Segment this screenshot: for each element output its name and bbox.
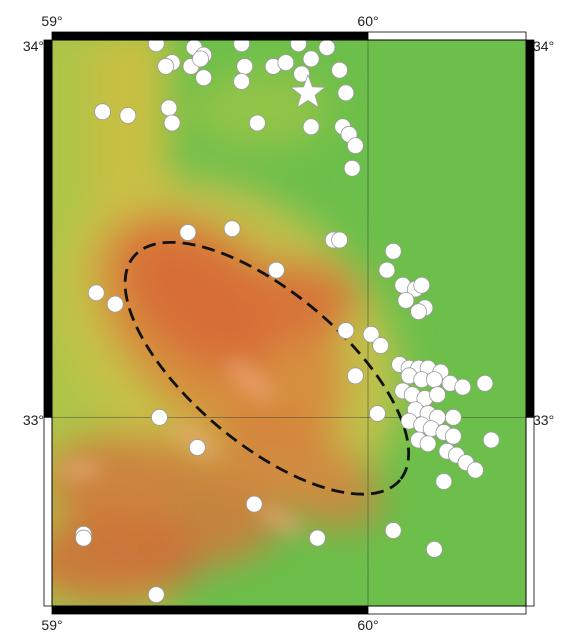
mainshock-layer (289, 73, 327, 109)
frame-segment-top (367, 31, 527, 41)
frame-segment-right (525, 39, 535, 418)
earthquake-marker (444, 427, 462, 445)
map-frame (43, 31, 535, 615)
earthquake-marker (429, 386, 446, 404)
earthquake-marker (179, 224, 197, 241)
earthquake-marker (318, 40, 336, 56)
earthquake-marker (119, 107, 137, 124)
tick-bottom-1: 60° (357, 617, 378, 633)
earthquake-marker (425, 541, 443, 558)
earthquake-marker (467, 461, 484, 479)
earthquake-marker (454, 378, 472, 396)
earthquake-marker (369, 405, 386, 422)
earthquake-marker (410, 303, 427, 321)
tick-top-0: 59° (41, 13, 62, 29)
earthquake-marker (343, 159, 361, 177)
frame-segment-bottom (51, 605, 369, 615)
earthquake-marker (302, 118, 320, 136)
earthquake-marker (293, 65, 311, 83)
earthquake-marker (233, 40, 250, 53)
earthquake-marker (372, 337, 390, 355)
earthquake-marker (482, 431, 500, 449)
aftershock-zone-ellipse (123, 240, 411, 496)
earthquake-marker (94, 103, 111, 121)
earthquake-marker (195, 69, 213, 87)
earthquake-marker (87, 284, 105, 302)
frame-segment-left (43, 416, 53, 607)
mainshock-star-icon (289, 73, 327, 109)
earthquake-marker (147, 586, 165, 604)
earthquake-marker (157, 58, 175, 75)
earthquake-marker (245, 495, 263, 513)
earthquake-marker (331, 231, 348, 249)
earthquake-marker (309, 529, 326, 547)
earthquake-marker (236, 58, 254, 75)
earthquake-marker (476, 374, 494, 392)
earthquake-marker (302, 50, 320, 68)
frame-segment-left (43, 39, 53, 418)
frame-segment-right (525, 416, 535, 607)
tick-left-1: 33° (23, 412, 44, 428)
earthquake-marker (419, 435, 437, 453)
earthquake-marker (151, 408, 168, 426)
earthquake-marker (267, 261, 285, 279)
frame-segment-top (51, 31, 369, 41)
earthquake-marker (233, 73, 251, 90)
earthquake-marker (75, 529, 92, 547)
plot-border (51, 39, 527, 607)
earthquake-marker (160, 99, 178, 117)
earthquake-marker (248, 114, 266, 132)
earthquake-marker (362, 325, 380, 343)
earthquake-marker (163, 114, 181, 132)
frame-segment-bottom (367, 605, 527, 615)
earthquake-marker (378, 261, 396, 279)
earthquake-marker (188, 439, 206, 456)
tick-right-1: 33° (533, 412, 554, 428)
earthquake-marker (397, 291, 415, 309)
tick-right-0: 34° (533, 38, 554, 54)
tick-bottom-0: 59° (41, 617, 62, 633)
earthquake-marker (425, 371, 443, 389)
earthquake-marker (337, 322, 355, 339)
earthquake-marker (277, 54, 295, 72)
earthquake-layer (75, 40, 500, 604)
earthquake-marker (337, 84, 355, 102)
earthquake-marker (444, 408, 462, 426)
earthquake-marker (192, 50, 209, 68)
earthquake-marker (413, 276, 431, 294)
earthquake-marker (106, 295, 124, 313)
ellipse-layer (123, 240, 411, 496)
earthquake-marker (290, 40, 307, 53)
tick-top-1: 60° (357, 13, 378, 29)
earthquake-marker (346, 367, 364, 385)
earthquake-marker (147, 40, 165, 53)
tick-left-0: 34° (23, 38, 44, 54)
earthquake-marker (384, 242, 402, 260)
earthquake-marker (223, 220, 241, 238)
earthquake-marker (435, 473, 453, 490)
earthquake-marker (331, 61, 348, 79)
earthquake-marker (384, 522, 402, 539)
earthquake-marker (346, 137, 364, 155)
